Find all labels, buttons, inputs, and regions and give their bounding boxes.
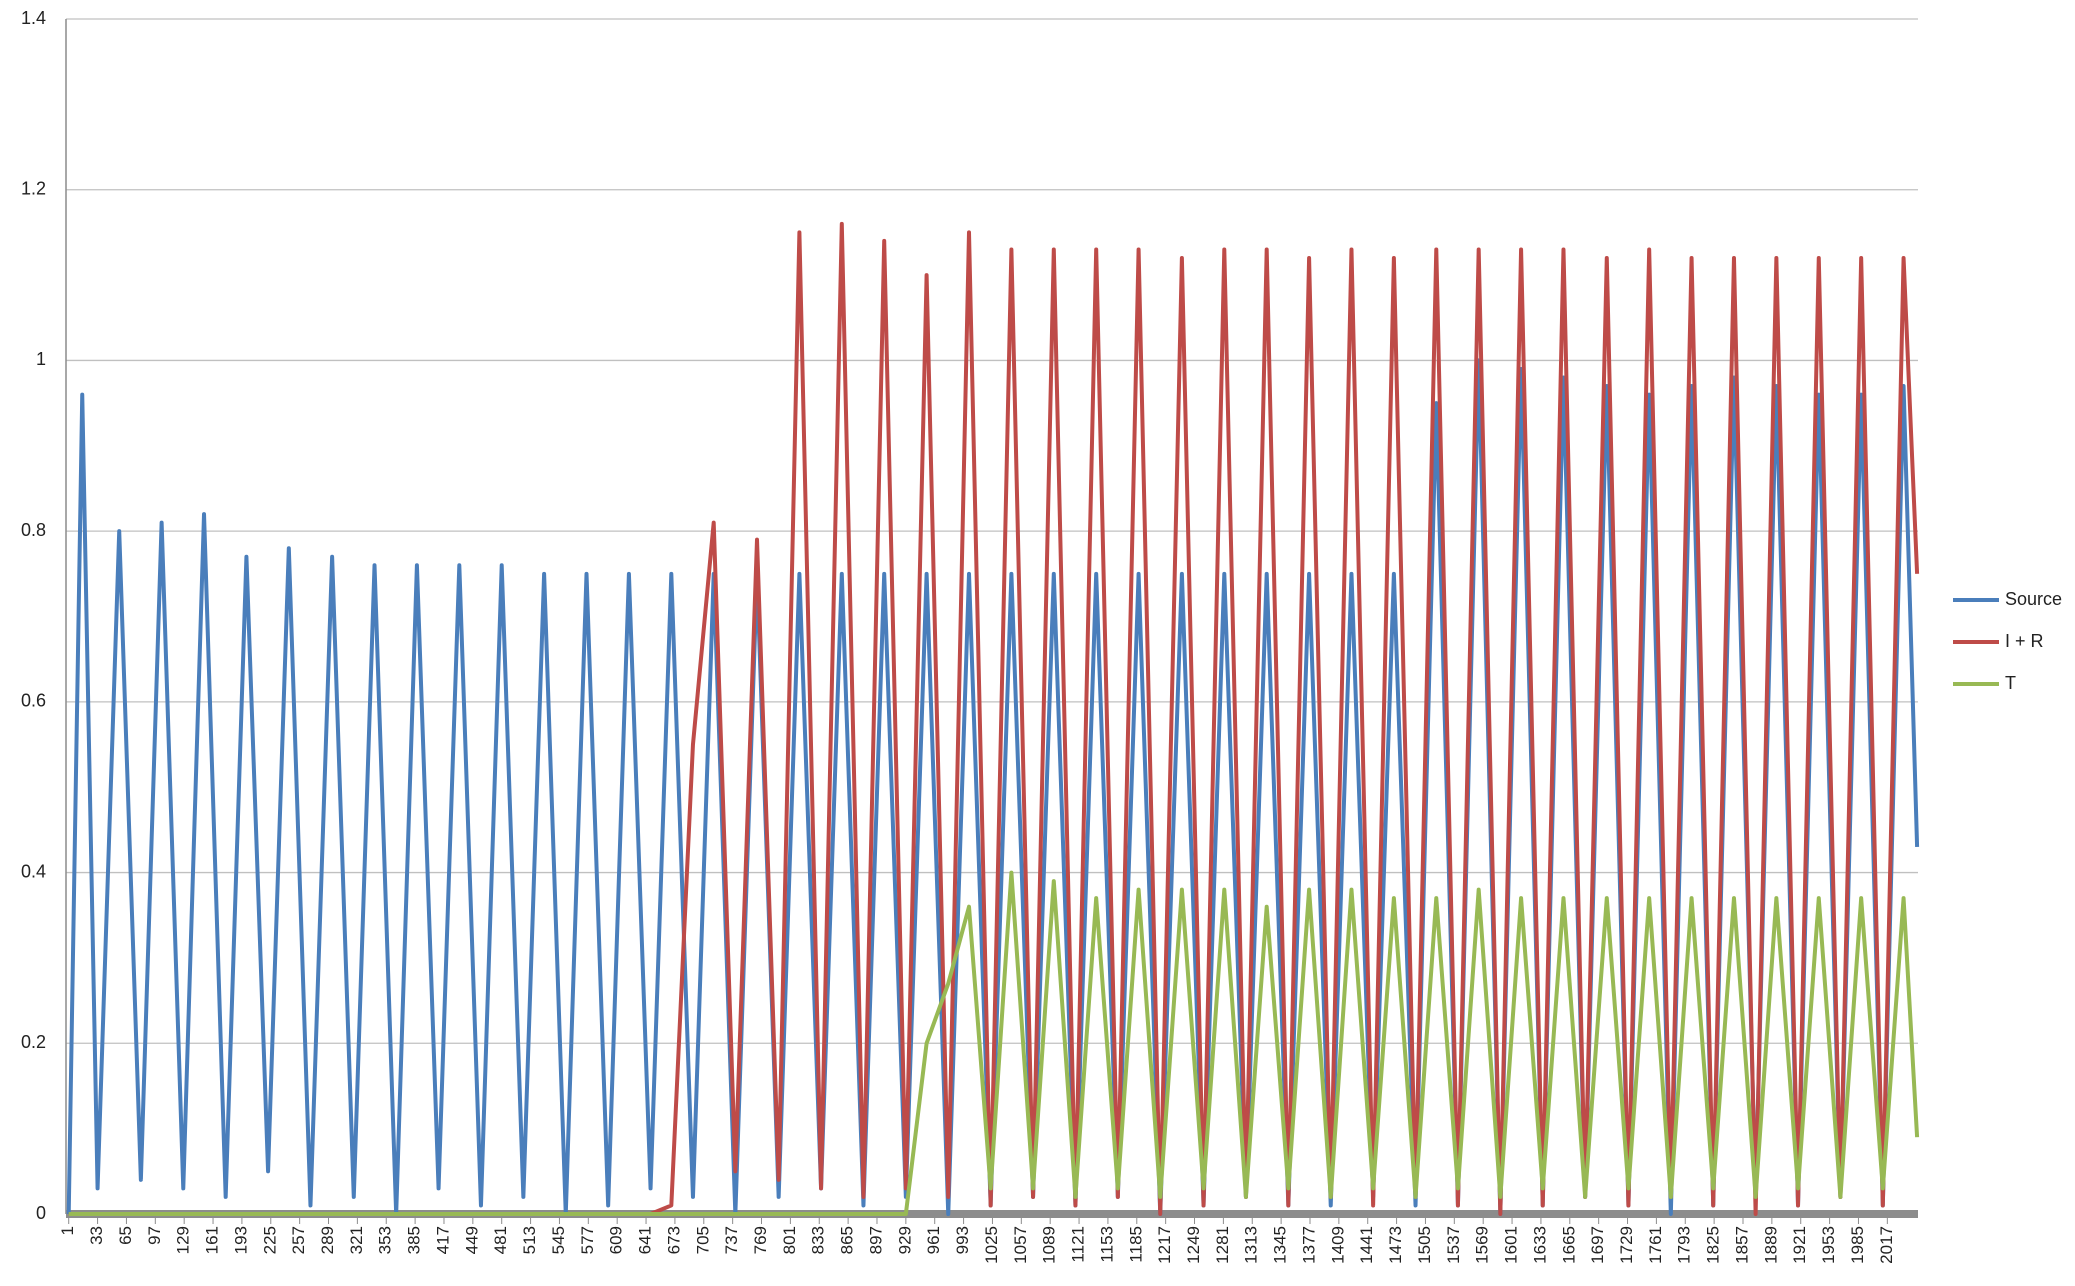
x-tick-label: 1345 bbox=[1271, 1226, 1290, 1264]
y-tick-label: 0 bbox=[36, 1203, 46, 1223]
x-tick-label: 97 bbox=[145, 1226, 164, 1245]
x-tick-label: 865 bbox=[838, 1226, 857, 1254]
x-tick-label: 289 bbox=[318, 1226, 337, 1254]
legend-label: I + R bbox=[2005, 631, 2044, 651]
x-tick-label: 193 bbox=[231, 1226, 250, 1254]
y-tick-label: 1.4 bbox=[21, 8, 46, 28]
x-tick-label: 1377 bbox=[1299, 1226, 1318, 1264]
x-tick-label: 1921 bbox=[1790, 1226, 1809, 1264]
x-tick-label: 65 bbox=[116, 1226, 135, 1245]
y-tick-label: 0.6 bbox=[21, 691, 46, 711]
x-tick-label: 385 bbox=[405, 1226, 424, 1254]
x-tick-label: 545 bbox=[549, 1226, 568, 1254]
x-tick-label: 1121 bbox=[1069, 1226, 1088, 1263]
x-tick-label: 1825 bbox=[1704, 1226, 1723, 1264]
x-tick-label: 1089 bbox=[1040, 1226, 1059, 1264]
y-tick-label: 1 bbox=[36, 349, 46, 369]
x-tick-label: 961 bbox=[924, 1226, 943, 1254]
x-tick-label: 1409 bbox=[1328, 1226, 1347, 1264]
x-tick-label: 1313 bbox=[1242, 1226, 1261, 1264]
series-line bbox=[68, 221, 1920, 1216]
x-tick-label: 833 bbox=[809, 1226, 828, 1254]
x-tick-label: 1185 bbox=[1126, 1226, 1145, 1263]
legend-label: T bbox=[2005, 673, 2016, 693]
x-tick-label: 1025 bbox=[982, 1226, 1001, 1264]
series-line bbox=[68, 870, 1920, 1216]
x-tick-label: 897 bbox=[866, 1226, 885, 1254]
x-tick-label: 1473 bbox=[1386, 1226, 1405, 1264]
x-tick-label: 993 bbox=[953, 1226, 972, 1254]
x-tick-label: 321 bbox=[347, 1226, 366, 1254]
x-tick-label: 1249 bbox=[1184, 1226, 1203, 1264]
y-tick-label: 0.8 bbox=[21, 520, 46, 540]
x-tick-label: 609 bbox=[607, 1226, 626, 1254]
x-tick-label: 641 bbox=[636, 1226, 655, 1254]
x-tick-label: 1729 bbox=[1617, 1226, 1636, 1264]
x-tick-label: 1665 bbox=[1559, 1226, 1578, 1264]
x-tick-label: 673 bbox=[664, 1226, 683, 1254]
x-tick-label: 1633 bbox=[1530, 1226, 1549, 1264]
x-tick-label: 2017 bbox=[1877, 1226, 1896, 1264]
x-tick-label: 1697 bbox=[1588, 1226, 1607, 1264]
x-tick-label: 1217 bbox=[1155, 1226, 1174, 1264]
x-tick-label: 353 bbox=[376, 1226, 395, 1254]
x-tick-label: 161 bbox=[203, 1226, 222, 1254]
y-tick-label: 0.2 bbox=[21, 1032, 46, 1052]
x-tick-label: 1537 bbox=[1444, 1226, 1463, 1264]
x-tick-label: 481 bbox=[491, 1226, 510, 1254]
x-tick-label: 449 bbox=[462, 1226, 481, 1254]
x-tick-label: 705 bbox=[693, 1226, 712, 1254]
x-tick-label: 1153 bbox=[1097, 1226, 1116, 1263]
x-tick-label: 577 bbox=[578, 1226, 597, 1254]
x-tick-label: 417 bbox=[433, 1226, 452, 1254]
x-tick-label: 257 bbox=[289, 1226, 308, 1254]
x-tick-label: 1281 bbox=[1213, 1226, 1232, 1264]
x-tick-label: 1505 bbox=[1415, 1226, 1434, 1264]
x-tick-label: 1889 bbox=[1761, 1226, 1780, 1264]
x-tick-label: 801 bbox=[780, 1226, 799, 1254]
x-tick-label: 769 bbox=[751, 1226, 770, 1254]
y-tick-label: 0.4 bbox=[21, 861, 46, 881]
x-tick-label: 1985 bbox=[1848, 1226, 1867, 1264]
x-tick-label: 1953 bbox=[1819, 1226, 1838, 1264]
x-tick-label: 1601 bbox=[1502, 1226, 1521, 1264]
x-tick-label: 737 bbox=[722, 1226, 741, 1254]
x-tick-label: 129 bbox=[174, 1226, 193, 1254]
x-tick-label: 1057 bbox=[1011, 1226, 1030, 1264]
x-tick-label: 225 bbox=[260, 1226, 279, 1254]
x-tick-label: 1761 bbox=[1646, 1226, 1665, 1264]
legend-label: Source bbox=[2005, 589, 2062, 609]
x-tick-label: 1 bbox=[58, 1226, 77, 1235]
x-tick-label: 1793 bbox=[1675, 1226, 1694, 1264]
x-tick-label: 1441 bbox=[1357, 1226, 1376, 1264]
x-tick-label: 929 bbox=[895, 1226, 914, 1254]
x-tick-label: 1857 bbox=[1732, 1226, 1751, 1264]
x-tick-label: 1569 bbox=[1473, 1226, 1492, 1264]
y-tick-label: 1.2 bbox=[21, 178, 46, 198]
x-tick-label: 513 bbox=[520, 1226, 539, 1254]
x-tick-label: 33 bbox=[87, 1226, 106, 1245]
